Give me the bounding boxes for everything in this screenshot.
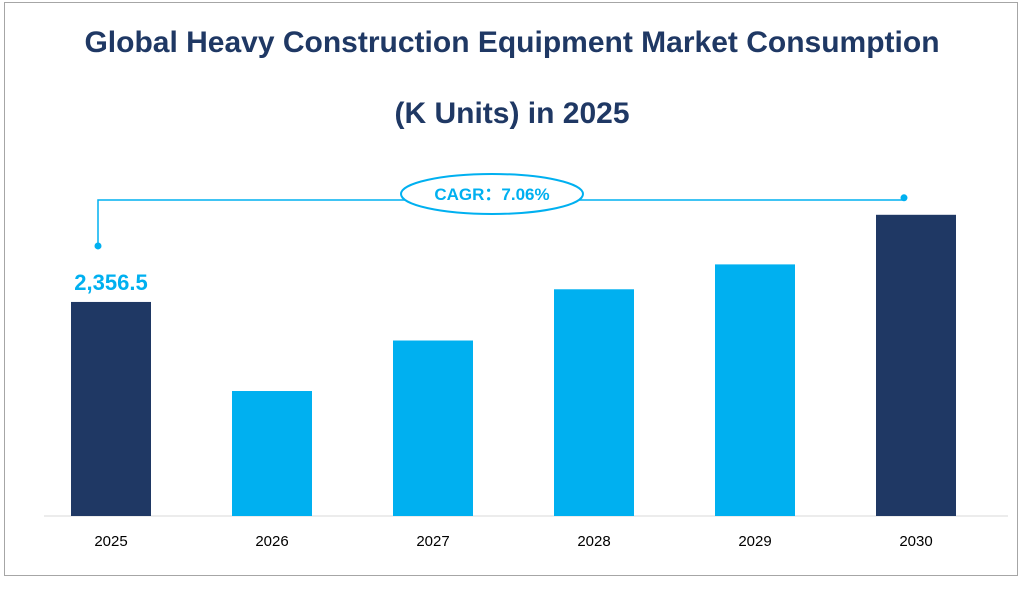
bar-2026 bbox=[232, 391, 312, 516]
cagr-bracket-start-dot bbox=[94, 242, 102, 250]
chart-title-line1: Global Heavy Construction Equipment Mark… bbox=[84, 26, 940, 59]
chart-frame bbox=[4, 2, 1018, 576]
cagr-bracket-end-dot bbox=[900, 194, 908, 202]
x-tick-label-2027: 2027 bbox=[416, 533, 449, 550]
cagr-badge bbox=[400, 173, 584, 215]
x-tick-label-2029: 2029 bbox=[738, 533, 771, 550]
bar-2027 bbox=[393, 340, 473, 516]
cagr-text: CAGR：7.06% bbox=[434, 185, 549, 204]
x-tick-label-2030: 2030 bbox=[899, 533, 932, 550]
bar-2029 bbox=[715, 264, 795, 516]
bar-2025 bbox=[71, 301, 151, 516]
x-tick-label-2025: 2025 bbox=[94, 533, 127, 550]
chart-title-line2: (K Units) in 2025 bbox=[394, 97, 630, 130]
data-label-2025: 2,356.5 bbox=[74, 270, 147, 295]
x-tick-label-2028: 2028 bbox=[577, 533, 610, 550]
bar-2028 bbox=[554, 289, 634, 516]
bar-2030 bbox=[876, 214, 956, 516]
x-tick-label-2026: 2026 bbox=[255, 533, 288, 550]
